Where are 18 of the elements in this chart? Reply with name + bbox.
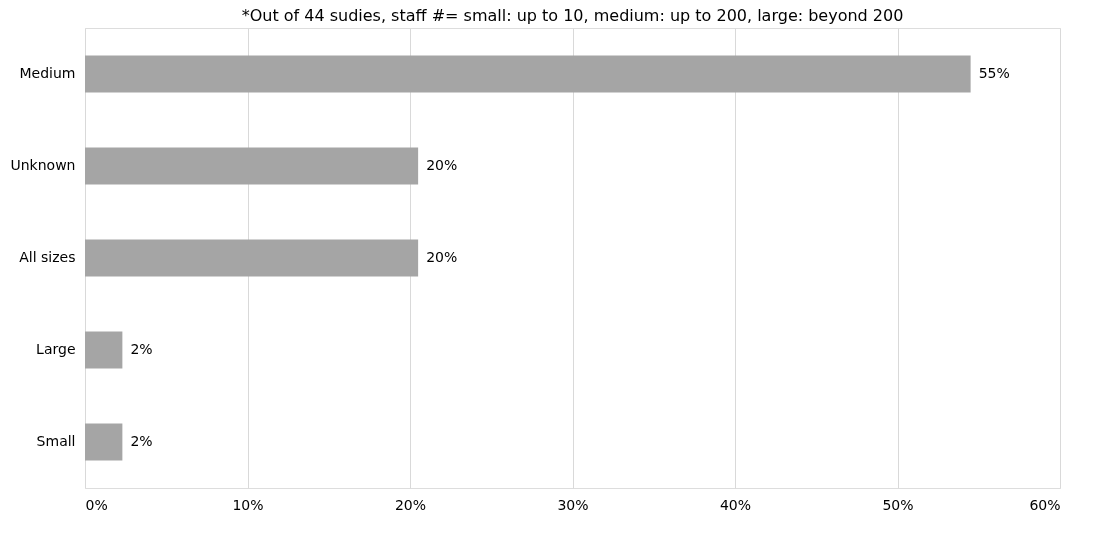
y-tick-label: Large — [36, 341, 76, 357]
y-tick-label: Unknown — [10, 157, 76, 173]
y-tick-label: Small — [36, 433, 76, 449]
data-label: 20% — [426, 249, 458, 265]
y-tick-label: All sizes — [19, 249, 76, 265]
x-tick-label: 50% — [882, 496, 914, 513]
data-label: 55% — [978, 65, 1010, 81]
x-tick-label: 20% — [394, 496, 427, 513]
y-tick-label: Medium — [19, 65, 76, 81]
x-tick-label: 10% — [232, 496, 264, 513]
x-tick-label: 60% — [1029, 496, 1061, 513]
x-tick-label: 30% — [557, 496, 589, 513]
data-label: 20% — [426, 157, 458, 173]
x-tick-label: 0% — [85, 496, 108, 513]
data-label: 2% — [130, 341, 153, 357]
x-tick-label: 40% — [719, 496, 752, 513]
data-label: 2% — [130, 433, 153, 449]
chart-title: *Out of 44 sudies, staff #= small: up to 10, medium: up to 200, large: beyond 200 — [241, 6, 904, 25]
